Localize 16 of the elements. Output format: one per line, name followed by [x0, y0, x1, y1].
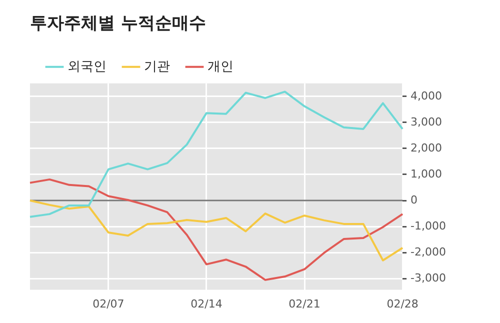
y-tick-label: 1,000: [410, 167, 442, 180]
y-tick-label: 4,000: [410, 89, 442, 102]
x-tick-label: 02/07: [92, 297, 124, 310]
y-tick-label: 3,000: [410, 115, 442, 128]
chart-title: 투자주체별 누적순매수: [30, 14, 206, 34]
y-tick-label: 2,000: [410, 141, 442, 154]
x-tick-label: 02/21: [288, 297, 320, 310]
x-tick-label: 02/28: [386, 297, 418, 310]
x-tick-label: 02/14: [190, 297, 222, 310]
legend-label: 외국인: [68, 59, 106, 74]
y-tick-label: -1,000: [410, 219, 446, 232]
y-tick-label: -3,000: [410, 271, 446, 284]
y-tick-label: -2,000: [410, 245, 446, 258]
legend-label: 개인: [208, 59, 234, 74]
y-tick-label: 0: [410, 193, 418, 206]
legend-label: 기관: [144, 59, 170, 74]
